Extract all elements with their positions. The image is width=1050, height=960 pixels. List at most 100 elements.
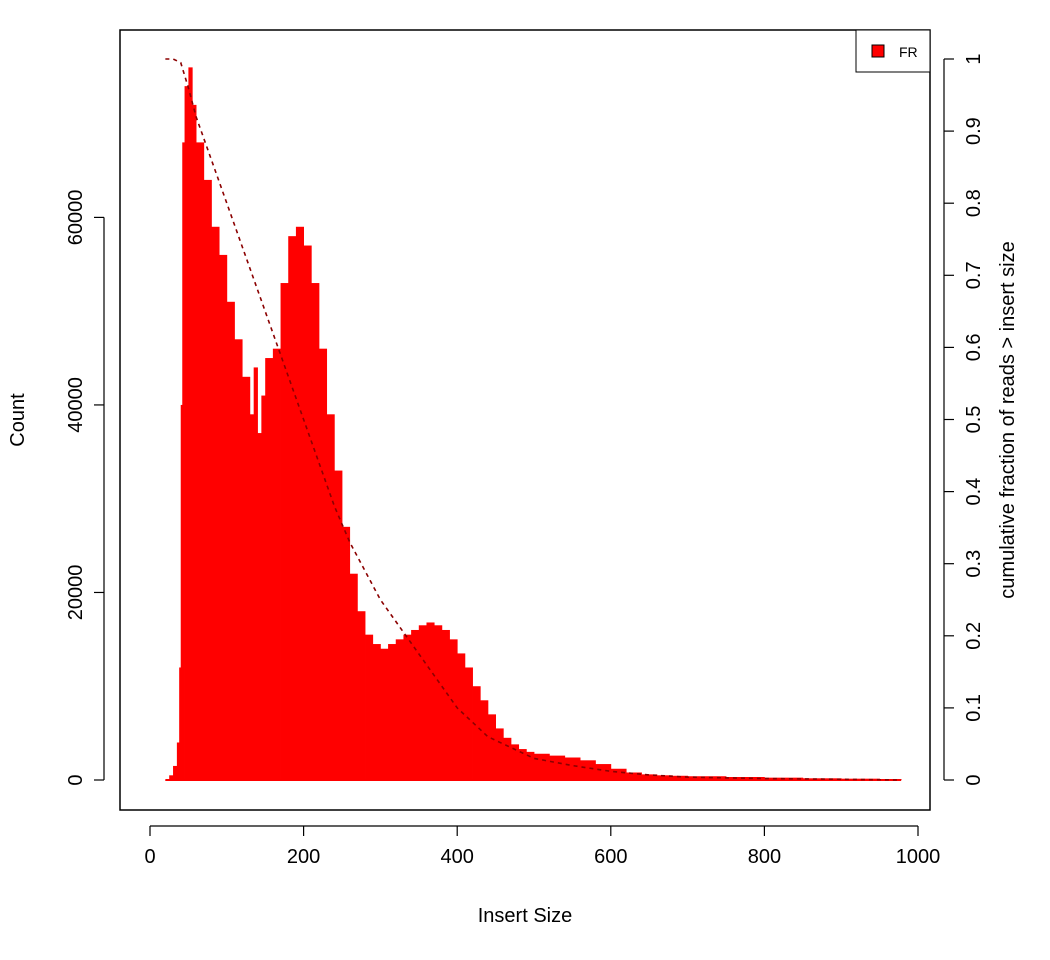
histogram-bar [549,755,566,780]
histogram-bar [564,757,581,780]
y2-tick-label: 0.6 [963,333,985,361]
x-tick-label: 1000 [896,846,941,868]
legend: FR [855,29,931,73]
histogram-bar [426,622,435,780]
y2-tick-label: 0.2 [963,622,985,650]
histogram-bar [234,339,243,780]
histogram-bar [380,648,389,780]
y-axis-label-right: cumulative fraction of reads > insert si… [997,241,1019,598]
y2-tick-label: 1 [963,53,985,64]
y-tick-label: 0 [65,774,87,785]
histogram-bar [196,142,205,780]
histogram-bar [411,629,420,780]
histogram-bar [503,737,512,780]
histogram-bar [641,774,658,780]
y2-tick-label: 0.3 [963,550,985,578]
legend-swatch-fr [871,44,885,58]
histogram-bar [372,644,381,780]
y2-tick-label: 0.8 [963,189,985,217]
histogram-bar [288,236,297,780]
y2-tick-label: 0.5 [963,406,985,434]
histogram-bar [176,742,180,780]
histogram-bar [687,776,727,780]
histogram-bar [192,104,197,780]
histogram-bar [626,772,642,780]
histogram-bar [495,728,504,780]
y-axis-left: 0 20000 40000 60000 [65,190,105,786]
histogram-bar [480,700,489,780]
histogram-bar [449,639,458,780]
histogram-bar [311,283,320,780]
x-axis-label: Insert Size [478,905,572,927]
histogram-bar [318,348,328,780]
legend-label-fr: FR [899,44,918,60]
histogram-bar [184,86,189,780]
histogram-bar [219,254,228,780]
x-tick-label: 0 [144,846,155,868]
y-tick-label: 40000 [65,377,87,433]
histogram-bar [261,395,266,780]
histogram-bar [334,470,343,780]
histogram-bar [182,142,185,780]
x-tick-label: 200 [287,846,320,868]
histogram-layer [165,67,902,781]
histogram-bar [388,644,397,780]
y2-tick-label: 0 [963,774,985,785]
histogram-bar [526,751,535,780]
y-tick-label: 60000 [65,190,87,246]
histogram-bar [280,283,289,780]
histogram-bar [272,348,281,780]
histogram-bar [226,301,235,780]
histogram-bar [295,226,304,780]
histogram-bar [349,573,358,780]
x-tick-label: 600 [594,846,627,868]
histogram-bar [395,639,404,780]
y-axis-right: 0 0.1 0.2 0.3 0.4 0.5 0.6 0.7 0.8 0.9 1 [943,53,985,786]
histogram-bar [726,777,765,780]
histogram-bar [303,245,312,780]
y-axis-label-left: Count [7,393,29,447]
histogram-bar [464,667,473,780]
histogram-bar [403,634,412,780]
histogram-bar [534,753,550,780]
histogram-bar [472,686,481,780]
histogram-bar [179,667,182,780]
histogram-bar [180,404,183,780]
histogram-bar [173,765,178,780]
y2-tick-label: 0.1 [963,694,985,722]
histogram-bar [487,714,496,780]
x-tick-label: 800 [748,846,781,868]
y2-tick-label: 0.9 [963,117,985,145]
histogram-bar [441,629,450,780]
histogram-bar [434,625,443,780]
histogram-bar [203,179,212,780]
histogram-bar [257,433,262,780]
y2-tick-label: 0.4 [963,478,985,506]
histogram-bar [265,358,274,780]
x-tick-label: 400 [441,846,474,868]
cumulative-fraction-line [165,58,902,781]
histogram-bar [656,775,673,780]
histogram-bar [418,625,427,780]
histogram-bar [580,760,596,780]
histogram-bar [169,775,174,780]
histogram-bar [595,764,612,780]
histogram-bar [326,414,335,780]
plot-area [119,29,931,811]
x-axis: 0 200 400 600 800 1000 [144,825,941,868]
plot-frame [119,29,931,811]
y2-tick-label: 0.7 [963,261,985,289]
histogram-bar [610,768,627,780]
histogram-bar [249,414,255,780]
histogram-bar [357,611,366,780]
histogram-bar [253,367,258,780]
histogram-bar [242,376,251,780]
histogram-bar [457,653,466,780]
histogram-bar [672,775,688,780]
histogram-bar [211,226,220,780]
histogram-bar [518,749,527,780]
histogram-bar [342,526,351,780]
histogram-bar [365,634,374,780]
histogram-bar [510,744,520,780]
